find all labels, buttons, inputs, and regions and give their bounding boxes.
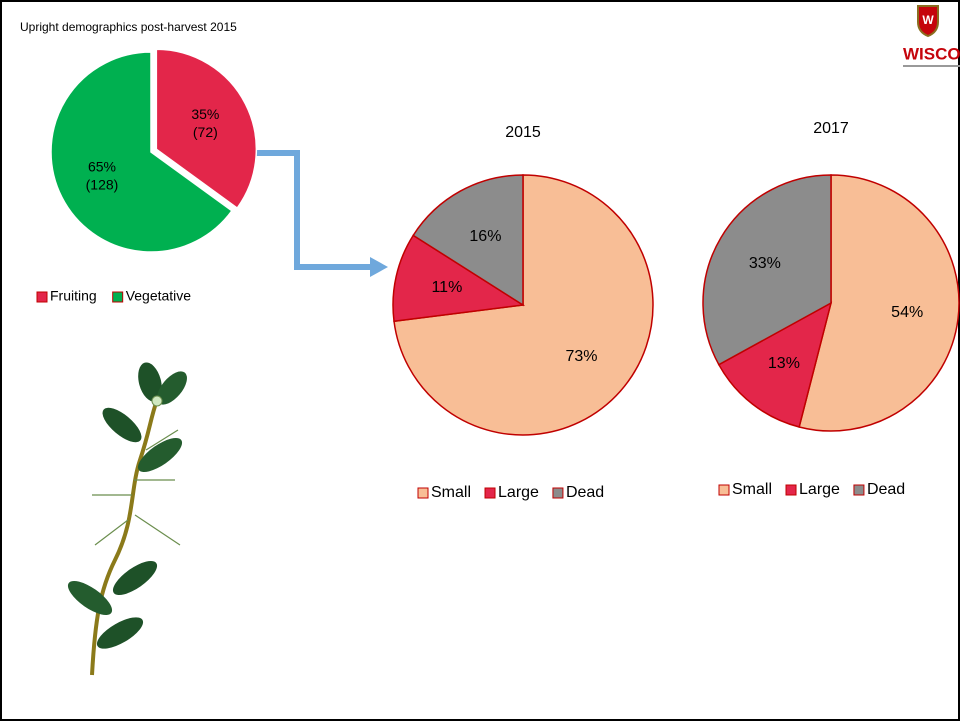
arrow-head [370, 257, 388, 277]
legend-swatch [112, 291, 124, 303]
legend-label: Large [498, 484, 539, 501]
needles [92, 429, 181, 546]
leaf [138, 362, 162, 402]
slice-label: 13% [768, 355, 800, 372]
legend-swatch [552, 487, 564, 499]
leaf [157, 371, 187, 405]
logo-text: WISCONSIN [903, 44, 960, 63]
slice-label: 11% [431, 279, 462, 296]
pie-slice [392, 234, 526, 323]
slice-label: 54% [891, 304, 923, 321]
pie-slice [50, 51, 233, 253]
legend-label: Vegetative [126, 288, 192, 304]
pie-slice [412, 174, 524, 307]
slice-count-label: (72) [193, 124, 218, 140]
leaf [112, 560, 158, 596]
pie-slice [798, 174, 960, 432]
slice-label: 73% [565, 348, 597, 365]
slide-title: Upright demographics post-harvest 2015 [20, 20, 237, 34]
leaf [67, 580, 113, 616]
leaf [137, 437, 183, 473]
logo-letter: W [922, 13, 934, 27]
legend-label: Dead [566, 484, 604, 501]
legend-swatch [718, 484, 730, 496]
pie-slice [155, 48, 258, 210]
chart-title: 2015 [505, 124, 541, 141]
logo-crest [917, 5, 939, 38]
leaf [96, 617, 144, 649]
slice-label: 33% [749, 255, 781, 272]
legend-label: Fruiting [50, 288, 97, 304]
bud [151, 395, 163, 407]
legend-label: Small [431, 484, 471, 501]
pie-slice [717, 301, 833, 428]
legend-swatch [853, 484, 865, 496]
legend-swatch [417, 487, 429, 499]
pie-slice [702, 174, 832, 366]
legend-label: Small [732, 481, 772, 498]
chart-title: 2017 [813, 120, 849, 137]
slice-label: 16% [469, 228, 501, 245]
plant [67, 362, 187, 676]
legend-label: Dead [867, 481, 905, 498]
slice-label: 65% [88, 159, 116, 175]
slice-label: 35% [191, 106, 219, 122]
legend-swatch [36, 291, 48, 303]
logo: W WISCONSIN [903, 5, 960, 67]
slice-count-label: (128) [86, 177, 119, 193]
arrow [255, 150, 372, 270]
legend-swatch [484, 487, 496, 499]
leaf [102, 407, 142, 443]
legend-label: Large [799, 481, 840, 498]
legend-swatch [785, 484, 797, 496]
